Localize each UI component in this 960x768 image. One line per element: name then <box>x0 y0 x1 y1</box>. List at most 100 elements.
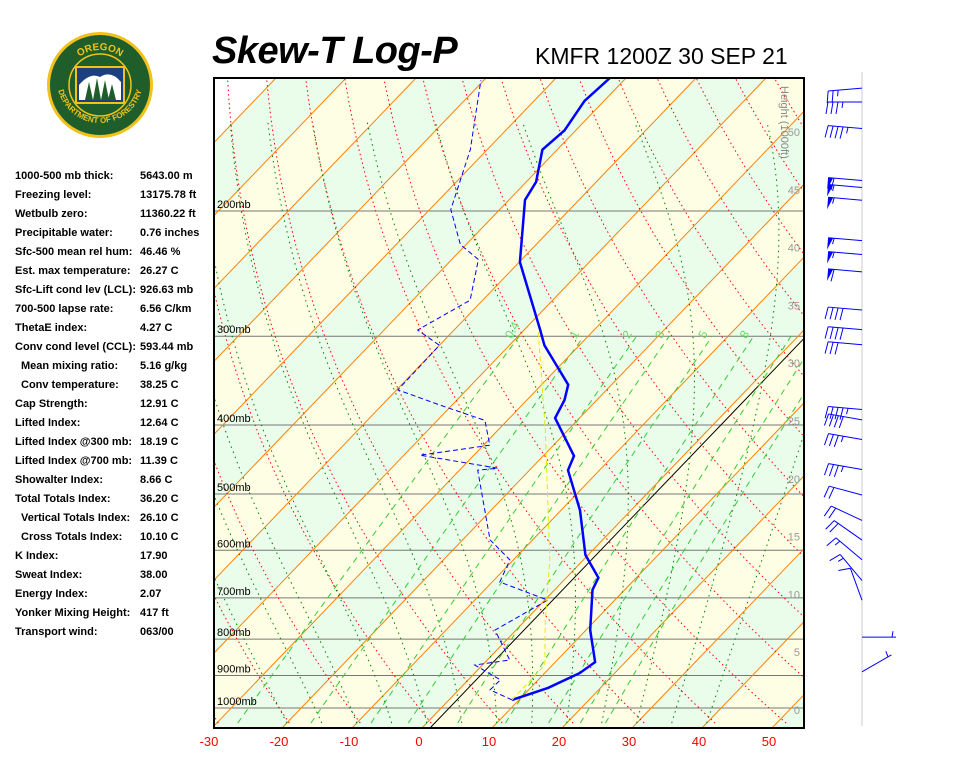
wind-barb-full <box>823 463 829 476</box>
stat-label: Mean mixing ratio: <box>21 360 119 372</box>
height-tick-label: 40 <box>788 243 800 255</box>
wind-barb-half <box>834 540 841 546</box>
temperature-band <box>842 78 960 728</box>
stat-row: Sweat Index: 38.00 <box>15 567 215 586</box>
stat-value: 6.56 C/km <box>140 303 192 315</box>
mixing-ratio-line <box>457 335 713 724</box>
wind-barb <box>823 505 863 521</box>
height-tick-label: 35 <box>788 300 800 312</box>
wind-barb <box>825 101 862 115</box>
wind-barb-full <box>829 406 834 419</box>
temperature-tick-label: -30 <box>200 734 219 749</box>
wind-barb-full <box>834 342 839 355</box>
stat-value: 8.66 C <box>140 474 173 486</box>
stat-row: Sfc-Lift cond lev (LCL): 926.63 mb <box>15 282 215 301</box>
mixing-ratio-line <box>370 335 638 724</box>
height-tick-label: 45 <box>788 185 800 197</box>
wind-barb-full <box>829 554 841 562</box>
wind-barb-full <box>839 126 844 139</box>
wind-barb-full <box>835 101 839 115</box>
wind-barb-half <box>832 184 835 192</box>
wind-barb-full <box>824 406 829 419</box>
stat-label: 700-500 lapse rate: <box>15 303 114 315</box>
pressure-label: 900mb <box>217 663 251 675</box>
temperature-line <box>511 78 611 702</box>
height-tick-label: 30 <box>788 358 800 370</box>
moist-adiabat-line <box>634 122 695 724</box>
moist-adiabat-line <box>706 432 804 724</box>
stat-row: ThetaE index: 4.27 C <box>15 320 215 339</box>
dry-adiabat-line <box>539 78 804 498</box>
wind-staff <box>828 463 863 471</box>
wind-barb-full <box>824 326 829 339</box>
stat-label: Lifted Index: <box>15 417 81 429</box>
wind-barb-full <box>825 520 835 530</box>
temperature-tick-label: 30 <box>622 734 636 749</box>
isotherm-line <box>214 78 557 435</box>
pressure-label: 300mb <box>217 324 251 336</box>
dry-adiabat-line <box>214 715 219 724</box>
stat-value: 18.19 C <box>140 436 179 448</box>
temperature-band <box>214 78 804 726</box>
stat-label: Yonker Mixing Height: <box>15 607 131 619</box>
wind-barb-full <box>833 435 839 447</box>
wind-staff <box>830 505 863 521</box>
stat-row: 1000-500 mb thick: 5643.00 m <box>15 168 215 187</box>
wind-barb-full <box>839 308 844 321</box>
plot-border <box>213 77 805 729</box>
moist-adiabat-line <box>671 122 780 724</box>
stat-label: Freezing level: <box>15 189 92 201</box>
stat-value: 10.10 C <box>140 531 179 543</box>
mixing-ratio-line <box>237 335 520 724</box>
stat-value: 11360.22 ft <box>140 208 196 220</box>
wind-barb-full <box>838 416 844 429</box>
wind-flag <box>827 268 834 281</box>
wind-barb-full <box>839 327 844 340</box>
stat-label: Precipitable water: <box>15 227 113 239</box>
wind-barb <box>823 463 863 478</box>
temperature-tick-label: 50 <box>762 734 776 749</box>
wind-barb-full <box>838 567 851 571</box>
wind-barb-full <box>828 487 835 499</box>
wind-staff <box>828 87 863 92</box>
stat-label: Sweat Index: <box>15 569 83 581</box>
height-tick-label: 15 <box>788 532 800 544</box>
wind-barb <box>827 196 863 210</box>
wind-barb-full <box>834 327 839 340</box>
dry-adiabat-line <box>383 78 787 724</box>
wind-staff <box>828 405 863 410</box>
isotherm-line <box>561 475 804 728</box>
stat-row: Conv temperature: 38.25 C <box>15 377 215 396</box>
dewpoint-line <box>397 80 549 701</box>
stat-value: 26.27 C <box>140 265 179 277</box>
wind-barb-full <box>824 341 829 354</box>
wind-barb <box>838 567 863 601</box>
pressure-label: 1000mb <box>217 696 257 708</box>
wind-barb <box>829 554 863 581</box>
stat-row: Precipitable water: 0.76 inches <box>15 225 215 244</box>
dry-adiabat-line <box>22 53 147 723</box>
wind-staff <box>829 485 863 496</box>
mixing-ratio-line <box>579 357 804 724</box>
wind-staff <box>828 413 863 421</box>
mixing-ratio-line <box>407 335 670 724</box>
dry-adiabat-line <box>226 78 503 724</box>
stat-value: 12.64 C <box>140 417 179 429</box>
wind-barb <box>827 177 863 191</box>
dry-adiabat-line <box>266 78 574 724</box>
wind-barb-full <box>825 101 829 115</box>
wind-barb-full <box>830 177 835 191</box>
chart-title: Skew-T Log-P <box>212 30 458 72</box>
height-axis-label: Height (1000ft) <box>778 86 790 159</box>
wind-flag <box>827 237 834 250</box>
stat-label: Cross Totals Index: <box>21 531 123 543</box>
wind-barb <box>827 237 863 250</box>
isotherm-line <box>281 183 804 728</box>
pressure-label: 500mb <box>217 482 251 494</box>
pressure-label: 700mb <box>217 586 251 598</box>
stat-row: Mean mixing ratio: 5.16 g/kg <box>15 358 215 377</box>
stat-row: Conv cond level (CCL): 593.44 mb <box>15 339 215 358</box>
mixing-ratio-line <box>310 335 585 724</box>
wind-barb-half <box>832 238 835 245</box>
wind-staff <box>833 520 863 541</box>
